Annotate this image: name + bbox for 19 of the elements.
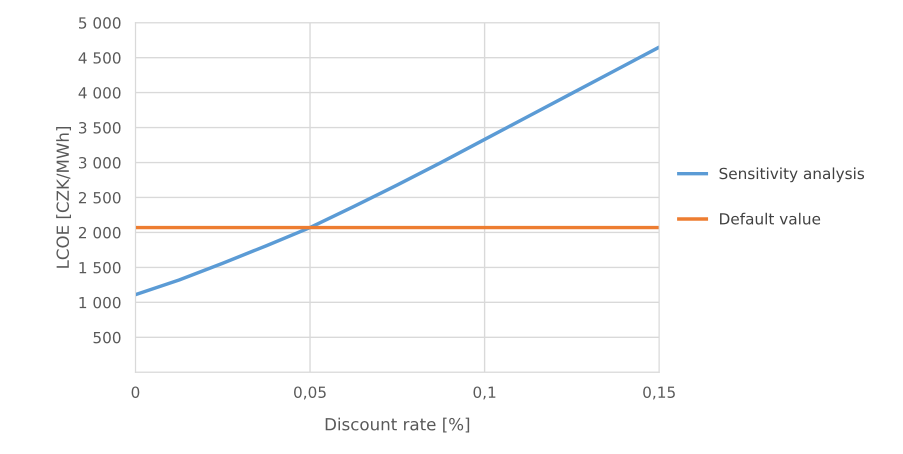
y-tick-label: 1 500	[80, 262, 121, 274]
y-tick-label: 1 000	[80, 296, 121, 308]
x-tick-label: 0,15	[643, 386, 675, 400]
y-tick-label: 4 500	[78, 52, 121, 64]
y-tick-label: 2 000	[78, 226, 121, 238]
x-tick-label: 0,1	[473, 386, 496, 400]
line-series	[135, 45, 660, 296]
x-axis-title: Discount rate [%]	[326, 418, 470, 432]
legend-label: Sensitivity analysis	[720, 167, 864, 182]
y-tick-label: 3 500	[78, 122, 121, 134]
y-tick-label: 2 500	[78, 192, 121, 204]
legend-label: Default value	[720, 212, 820, 225]
x-tick-label: 0	[132, 386, 140, 398]
y-axis-title: LCOE [CZK/MWh]	[56, 126, 71, 268]
y-tick-label: 3 000	[78, 156, 121, 169]
y-tick-label: 5 000	[79, 17, 121, 29]
y-tick-label: 4 000	[78, 87, 121, 99]
x-tick-label: 0,05	[294, 386, 326, 400]
y-tick-label: 500	[94, 332, 121, 344]
